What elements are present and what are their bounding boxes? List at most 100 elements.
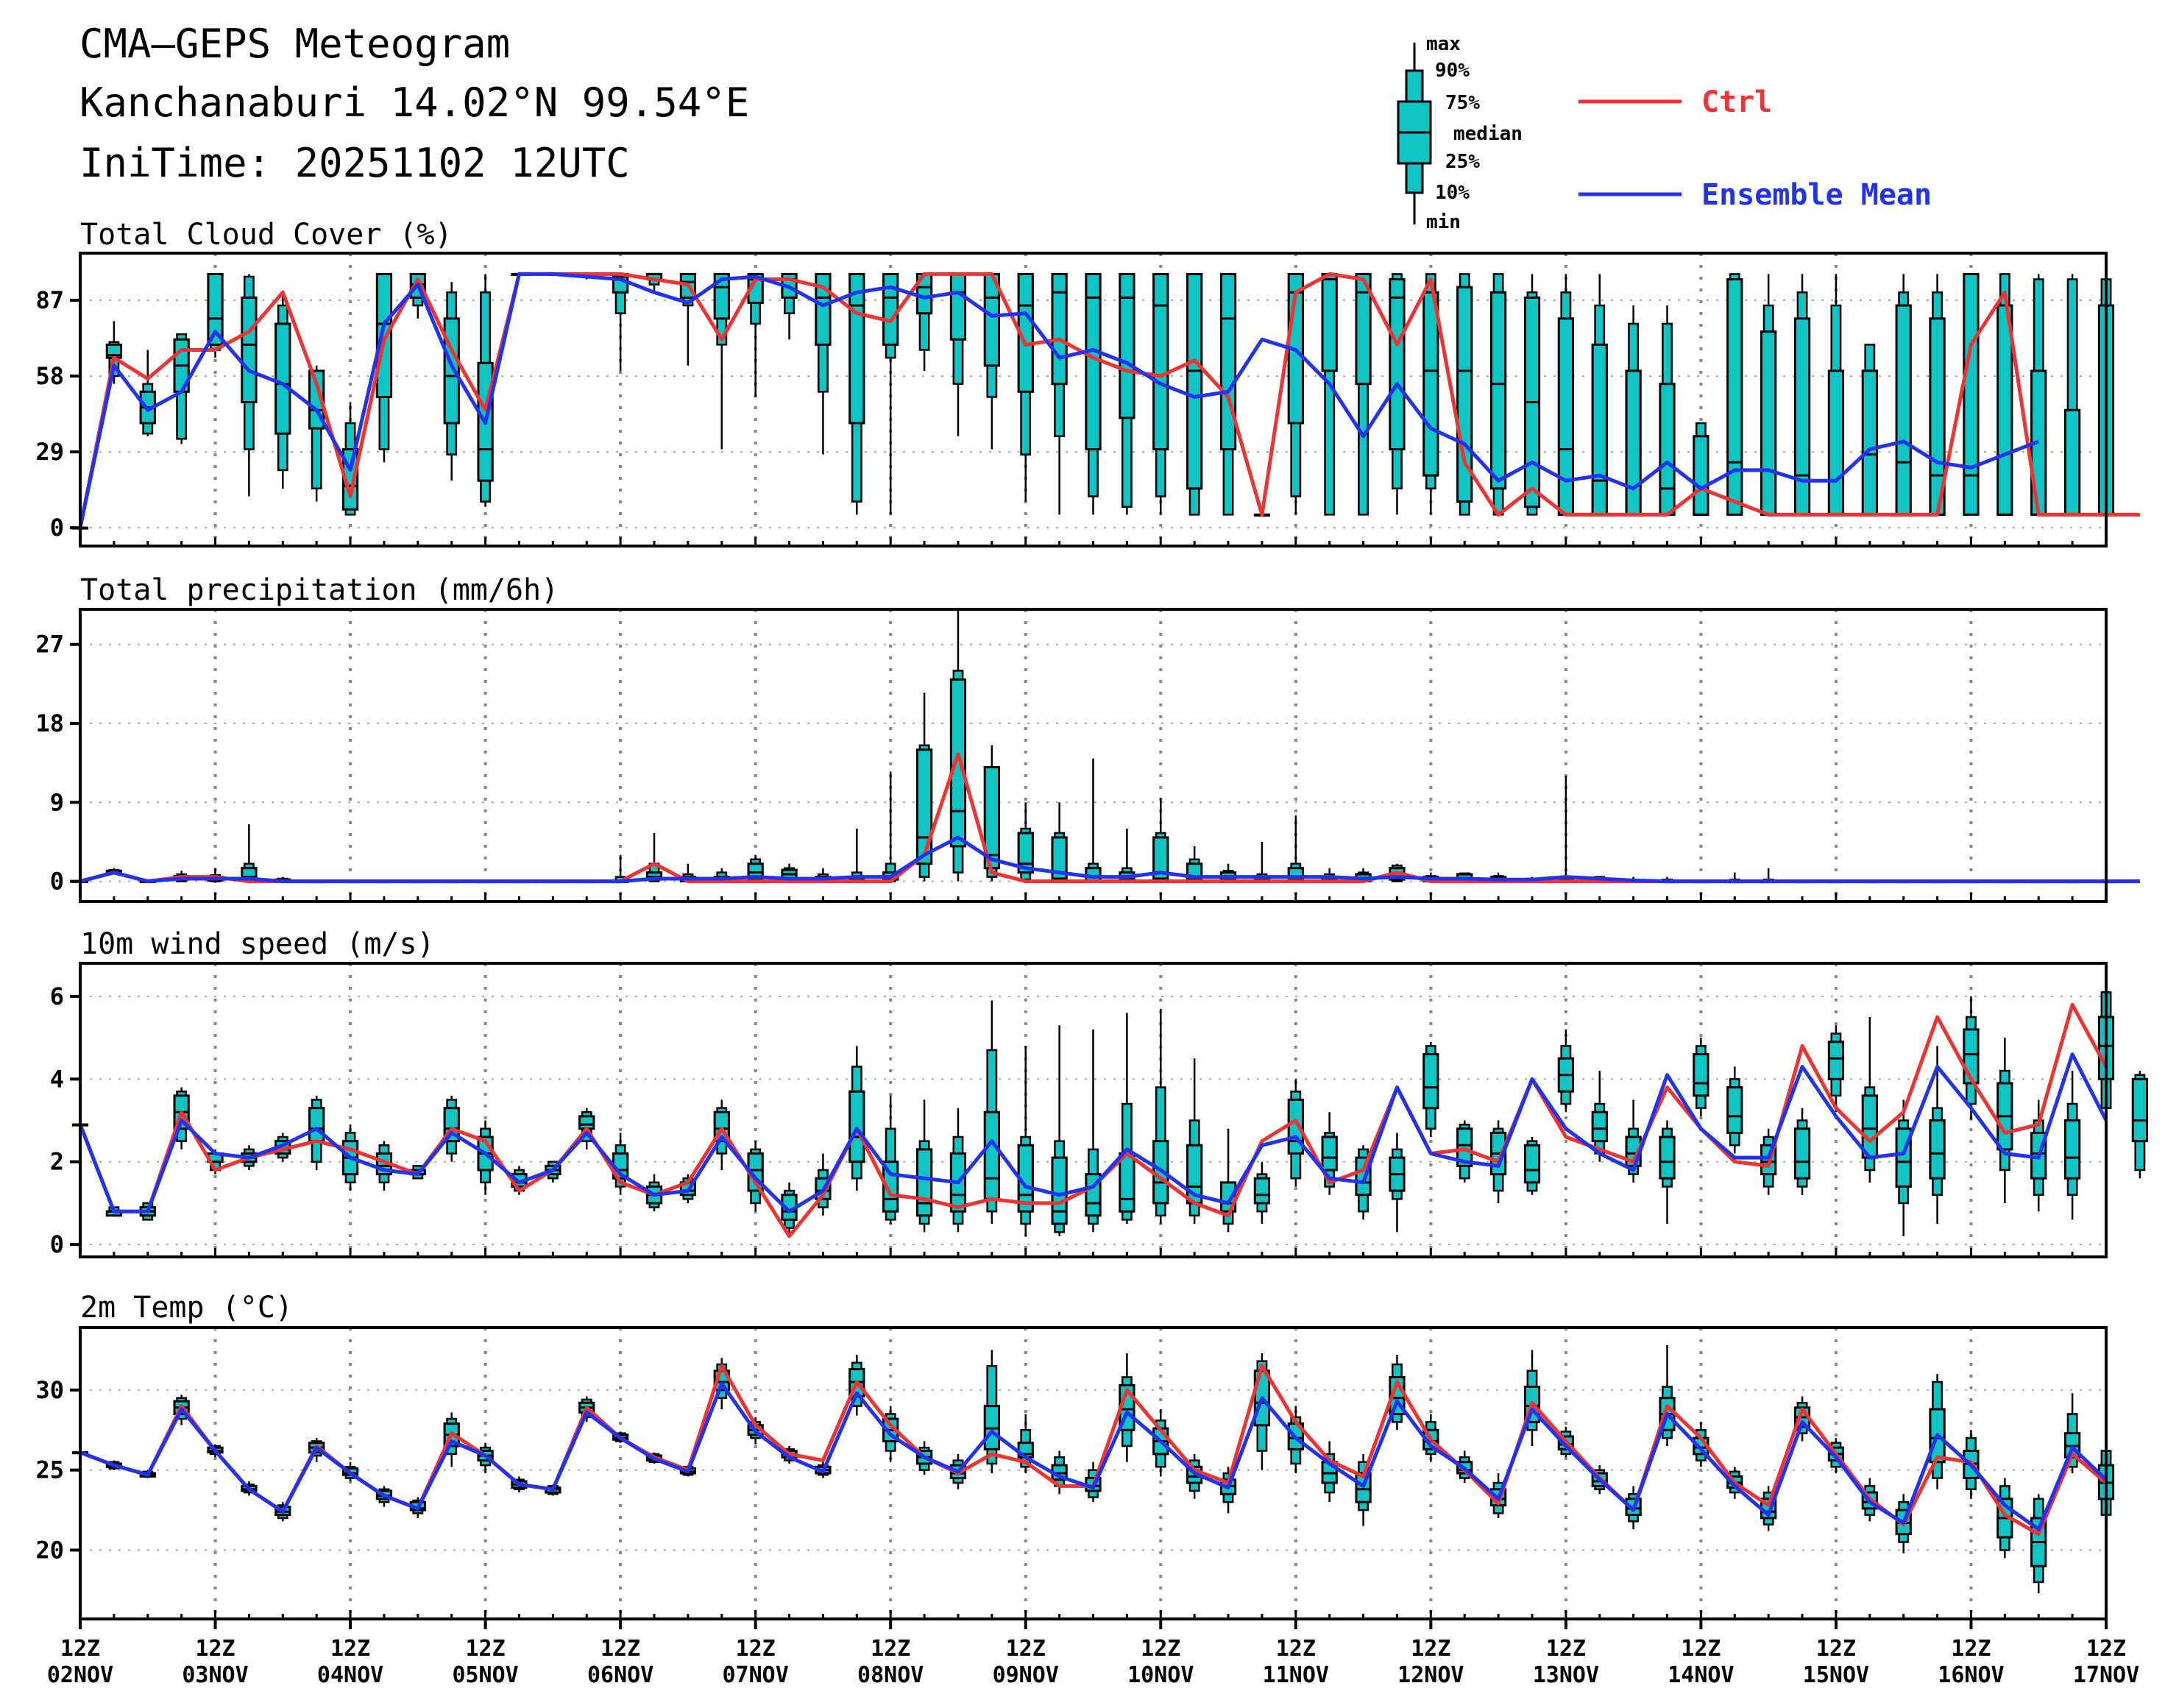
box-mark	[1389, 273, 1406, 515]
box-25-75	[1321, 1135, 1338, 1172]
box-mark	[1793, 1108, 1811, 1195]
y-tick-label: 87	[35, 286, 64, 314]
box-25-75	[1963, 272, 1980, 516]
box-mark	[274, 292, 291, 489]
box-25-75	[1760, 330, 1777, 516]
x-tick-label-hour: 12Z	[600, 1636, 640, 1662]
x-tick-label-date: 13NOV	[1533, 1662, 1599, 1688]
box-25-75	[241, 296, 258, 404]
box-mark	[1659, 1120, 1676, 1225]
box-mark	[1929, 274, 1946, 516]
box-mark	[1557, 1029, 1575, 1113]
box-mark	[1591, 1071, 1608, 1162]
box-mark	[1996, 273, 2013, 516]
x-tick-label-date: 02NOV	[47, 1662, 113, 1688]
x-tick-label-date: 03NOV	[182, 1662, 248, 1688]
box-25-75	[949, 272, 967, 341]
box-mark	[375, 1141, 393, 1191]
box-mark	[1861, 344, 1878, 516]
x-tick-label-date: 07NOV	[723, 1662, 789, 1688]
box-mark	[1389, 1133, 1406, 1233]
box-mark	[1489, 273, 1507, 516]
box-mark	[1591, 274, 1608, 516]
box-25-75	[578, 1115, 595, 1130]
box-mark	[848, 1046, 865, 1191]
box-25-75	[1355, 272, 1372, 386]
box-25-75	[207, 272, 224, 346]
y-tick-label: 4	[50, 1065, 64, 1093]
box-25-75	[2063, 408, 2081, 516]
panel-2: Total precipitation (mm/6h) 0 9 18 27	[35, 573, 2140, 903]
y-tick-label: 6	[50, 982, 64, 1010]
box-25-75	[1726, 1086, 1743, 1134]
box-mark	[983, 272, 1000, 450]
mean-series-line	[78, 272, 2040, 528]
mean-series-line	[78, 1052, 2108, 1213]
box-25-75	[1389, 278, 1406, 451]
box-25-75	[1219, 272, 1237, 451]
panel-title: 10m wind speed (m/s)	[80, 927, 435, 961]
box-25-75	[915, 748, 933, 865]
box-25-75	[1793, 1127, 1811, 1180]
chart-title-location: Kanchanaburi 14.02°N 99.54°E	[79, 79, 749, 126]
x-tick-label-hour: 12Z	[1681, 1636, 1721, 1662]
box-25-75	[848, 1090, 865, 1163]
box-25-75	[1659, 1135, 1676, 1180]
box-25-75	[1422, 1053, 1439, 1110]
chart-title-inittime: IniTime: 20251102 12UTC	[79, 140, 630, 186]
box-mark	[308, 365, 325, 502]
y-tick-label: 30	[35, 1376, 64, 1404]
box-25-75	[1929, 1119, 1946, 1180]
box-mark	[1119, 272, 1135, 515]
box-25-75	[1051, 836, 1068, 880]
box-25-75	[983, 1110, 1000, 1200]
box-mark	[1186, 272, 1203, 516]
x-tick-label-hour: 12Z	[736, 1636, 776, 1662]
box-25-75	[1422, 291, 1439, 477]
legend-box-label: median	[1453, 123, 1523, 145]
box-mark	[1929, 1374, 1946, 1489]
box-25-75	[1861, 1094, 1878, 1159]
legend-box-label: min	[1426, 211, 1461, 233]
box-25-75	[713, 272, 730, 320]
x-tick-label-hour: 12Z	[330, 1636, 370, 1662]
x-tick-label-hour: 12Z	[871, 1636, 910, 1662]
legend-ctrl-label: Ctrl	[1701, 85, 1772, 119]
box-mark	[1963, 272, 1980, 516]
box-mark	[1051, 802, 1068, 882]
box-mark	[2030, 1494, 2047, 1594]
box-mark	[1693, 422, 1709, 516]
legend-box-label: 10%	[1435, 182, 1470, 204]
box-mark	[1523, 1137, 1541, 1195]
box-25-75	[1456, 1127, 1473, 1167]
box-25-75	[1827, 369, 1845, 516]
x-tick-label-hour: 12Z	[1141, 1636, 1180, 1662]
box-25-75	[1591, 1110, 1608, 1143]
y-tick-label: 27	[35, 631, 64, 659]
x-tick-label-hour: 12Z	[1411, 1636, 1450, 1662]
box-mark	[1793, 274, 1811, 516]
legend-box-label: max	[1426, 33, 1461, 55]
x-tick-label-hour: 12Z	[1276, 1636, 1316, 1662]
box-mark	[375, 272, 393, 463]
box-mark	[1152, 1008, 1169, 1225]
box-mark	[2063, 1071, 2081, 1220]
box-25-75	[1557, 317, 1575, 516]
box-mark	[2063, 274, 2081, 516]
box-mark	[1625, 305, 1642, 516]
box-mark	[1253, 1161, 1271, 1225]
x-tick-label-hour: 12Z	[466, 1636, 506, 1662]
y-tick-label: 0	[50, 514, 64, 542]
box-25-75	[1591, 343, 1608, 516]
x-tick-label-hour: 12Z	[195, 1636, 235, 1662]
box-mark	[1693, 1038, 1709, 1116]
x-tick-label-hour: 12Z	[1816, 1636, 1856, 1662]
box-25-75	[1051, 272, 1068, 386]
box-25-75	[1119, 1152, 1135, 1213]
y-tick-label: 58	[35, 362, 64, 390]
x-tick-label-date: 17NOV	[2073, 1662, 2139, 1688]
box-25-75	[1693, 1053, 1709, 1097]
y-tick-label: 2	[50, 1148, 64, 1176]
x-tick-label-hour: 12Z	[1006, 1636, 1046, 1662]
